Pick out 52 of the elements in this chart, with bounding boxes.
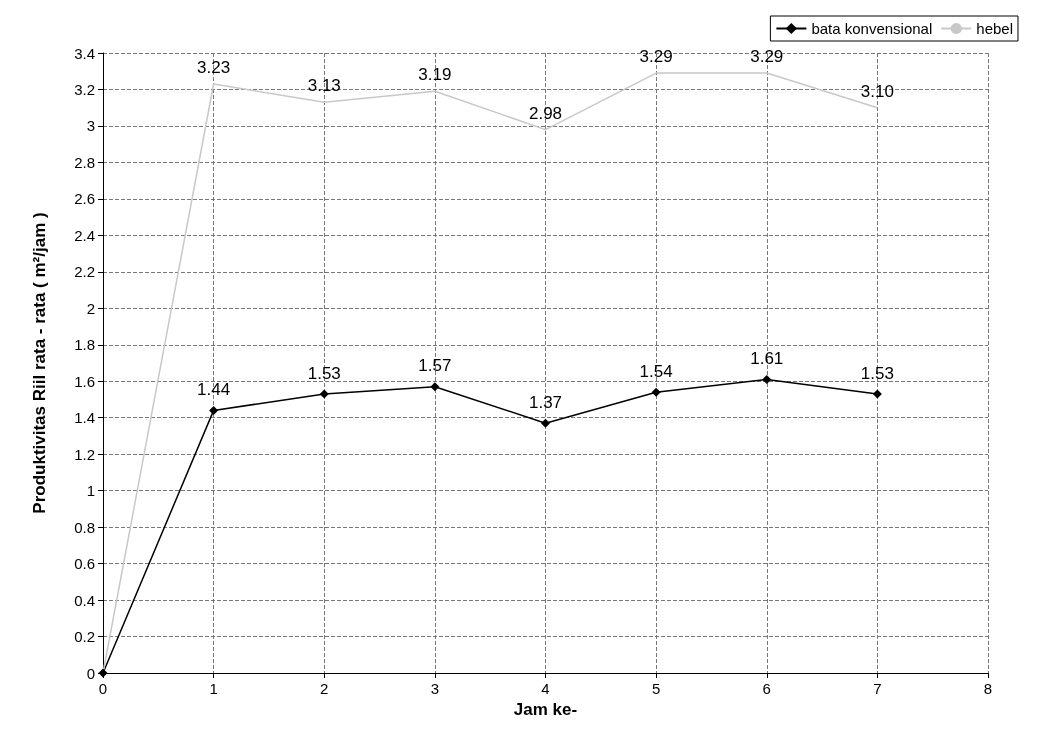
y-axis-title: Produktivitas Riil rata - rata ( m²/jam ) (30, 212, 49, 514)
x-tick-label: 1 (209, 680, 218, 697)
data-label: 3.29 (639, 47, 673, 67)
x-tick-label: 2 (320, 680, 329, 697)
y-tick-label: 0.8 (74, 518, 95, 536)
point (209, 405, 219, 415)
data-label: 1.54 (639, 361, 673, 381)
y-tick-label: 0 (86, 664, 95, 682)
point (762, 374, 772, 384)
x-axis-title: Jam ke- (513, 700, 578, 719)
y-tick-label: 1.2 (74, 445, 95, 463)
point (872, 389, 882, 399)
data-label: 3.10 (860, 81, 894, 101)
y-tick-label: 3 (86, 117, 95, 135)
data-label: 1.44 (197, 379, 231, 399)
x-tick-label: 4 (541, 680, 550, 697)
y-tick-label: 0.4 (74, 591, 95, 609)
x-tick-label: 5 (651, 680, 661, 697)
legend-label: hebel (976, 20, 1013, 37)
point (541, 418, 550, 428)
y-tick-label: 3.2 (74, 80, 95, 98)
y-tick-label: 1.4 (74, 409, 95, 427)
legend-label: bata konvensional (811, 20, 933, 37)
x-tick-label: 7 (873, 680, 882, 697)
x-tick-label: 0 (98, 680, 108, 697)
y-tick-label: 2.6 (74, 190, 95, 208)
point (319, 389, 329, 399)
y-tick-label: 2.2 (74, 263, 95, 281)
point (651, 387, 661, 397)
y-tick-label: 1.6 (74, 372, 95, 390)
y-tick-label: 2.4 (74, 226, 95, 244)
data-label: 1.57 (418, 356, 452, 376)
x-tick-label: 8 (983, 680, 993, 697)
data-label: 1.37 (528, 392, 563, 412)
data-label: 2.98 (528, 103, 563, 123)
data-label: 1.53 (307, 363, 341, 383)
y-tick-label: 2.8 (74, 153, 95, 171)
data-label: 1.61 (750, 348, 784, 368)
y-tick-label: 0.2 (74, 628, 95, 646)
data-label: 3.19 (418, 65, 452, 85)
data-label: 3.23 (197, 58, 231, 77)
y-tick-label: 3.4 (74, 44, 95, 62)
point (430, 382, 440, 392)
y-tick-label: 1 (86, 482, 95, 500)
x-tick-label: 3 (430, 680, 440, 697)
data-label: 1.53 (860, 363, 894, 383)
data-label: 3.13 (307, 76, 341, 96)
data-label: 3.29 (750, 47, 784, 67)
y-tick-label: 1.8 (74, 336, 95, 354)
y-tick-label: 0.6 (74, 555, 95, 573)
x-tick-label: 6 (762, 680, 771, 697)
y-tick-label: 2 (86, 299, 95, 317)
